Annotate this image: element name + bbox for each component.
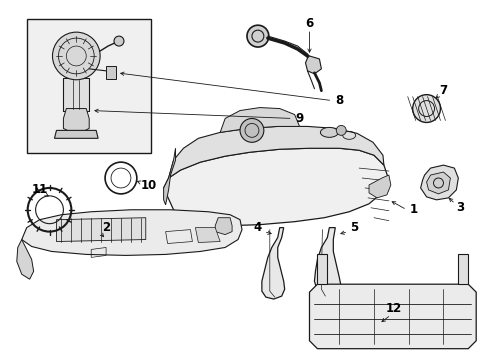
Polygon shape [305,56,321,74]
Text: 11: 11 [31,184,48,197]
Polygon shape [220,108,299,132]
Text: 2: 2 [102,221,110,234]
Text: 9: 9 [295,112,303,125]
Polygon shape [426,172,449,194]
Polygon shape [168,126,383,178]
Polygon shape [21,210,242,255]
Polygon shape [309,284,475,349]
Polygon shape [420,165,457,200]
Polygon shape [163,148,175,205]
Polygon shape [195,228,220,243]
FancyBboxPatch shape [27,19,150,153]
Polygon shape [215,218,232,235]
Text: 8: 8 [334,94,343,107]
Polygon shape [368,175,390,198]
Circle shape [52,32,100,80]
Polygon shape [457,255,468,284]
Polygon shape [17,239,34,279]
Polygon shape [317,255,326,284]
Text: 10: 10 [141,179,157,193]
Circle shape [336,125,346,135]
Polygon shape [63,78,89,111]
Polygon shape [314,228,341,299]
Text: 7: 7 [439,84,447,97]
Polygon shape [54,130,98,138]
Polygon shape [106,66,116,79]
Text: 1: 1 [409,203,417,216]
Text: 6: 6 [305,17,313,30]
Circle shape [240,118,264,142]
Polygon shape [63,109,89,132]
Polygon shape [262,228,284,299]
Circle shape [412,95,440,122]
Text: 12: 12 [385,302,401,315]
Circle shape [246,25,268,47]
Polygon shape [163,148,388,226]
Text: 4: 4 [253,221,262,234]
Ellipse shape [320,127,338,137]
Text: 3: 3 [455,201,464,214]
Polygon shape [56,218,145,242]
Text: 5: 5 [349,221,358,234]
Circle shape [114,36,123,46]
